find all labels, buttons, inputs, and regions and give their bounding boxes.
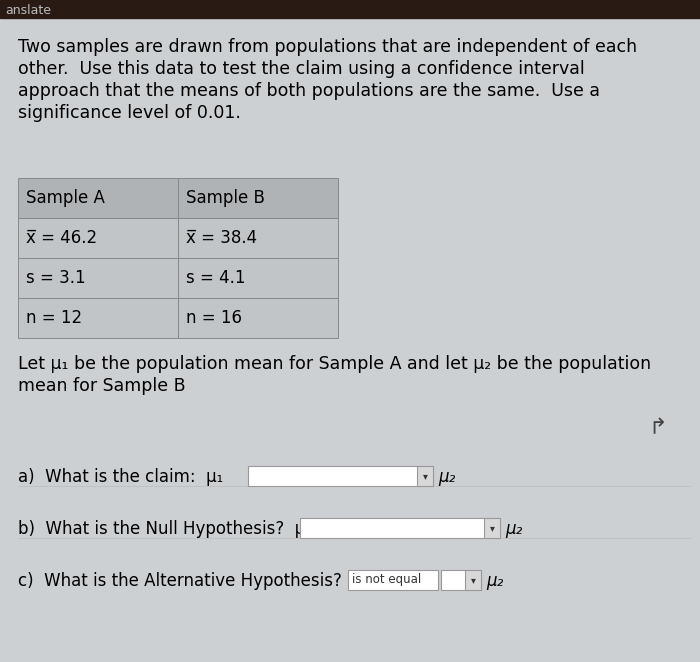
- Text: significance level of 0.01.: significance level of 0.01.: [18, 104, 241, 122]
- Text: ↱: ↱: [648, 418, 666, 438]
- Text: μ₂: μ₂: [505, 520, 522, 538]
- Text: other.  Use this data to test the claim using a confidence interval: other. Use this data to test the claim u…: [18, 60, 584, 78]
- Text: x̅ = 38.4: x̅ = 38.4: [186, 229, 257, 247]
- Text: anslate: anslate: [5, 4, 51, 17]
- Bar: [18, 298, 178, 338]
- Bar: [178, 218, 338, 258]
- Bar: [178, 258, 338, 298]
- Text: μ₂: μ₂: [486, 572, 503, 590]
- Text: s = 4.1: s = 4.1: [186, 269, 246, 287]
- Bar: [348, 570, 438, 590]
- Text: s = 3.1: s = 3.1: [26, 269, 85, 287]
- Text: Sample A: Sample A: [26, 189, 105, 207]
- Text: Two samples are drawn from populations that are independent of each: Two samples are drawn from populations t…: [18, 38, 637, 56]
- Text: is not equal: is not equal: [352, 573, 421, 587]
- Bar: [178, 178, 338, 218]
- Bar: [18, 218, 178, 258]
- Text: n = 12: n = 12: [26, 309, 82, 327]
- Text: c)  What is the Alternative Hypothesis?  μ₁: c) What is the Alternative Hypothesis? μ…: [18, 572, 370, 590]
- Text: b)  What is the Null Hypothesis?  μ₁: b) What is the Null Hypothesis? μ₁: [18, 520, 312, 538]
- Text: Let μ₁ be the population mean for Sample A and let μ₂ be the population: Let μ₁ be the population mean for Sample…: [18, 355, 651, 373]
- Text: x̅ = 46.2: x̅ = 46.2: [26, 229, 97, 247]
- Bar: [0, 0, 700, 18]
- Bar: [178, 298, 338, 338]
- Bar: [300, 518, 500, 538]
- Bar: [465, 570, 481, 590]
- Text: n = 16: n = 16: [186, 309, 242, 327]
- Bar: [18, 178, 178, 218]
- Text: Sample B: Sample B: [186, 189, 265, 207]
- Bar: [18, 258, 178, 298]
- Text: approach that the means of both populations are the same.  Use a: approach that the means of both populati…: [18, 82, 600, 100]
- Text: ▾: ▾: [489, 523, 494, 533]
- Text: μ₂: μ₂: [438, 468, 455, 486]
- Text: mean for Sample B: mean for Sample B: [18, 377, 186, 395]
- Text: ▾: ▾: [423, 471, 428, 481]
- Text: ▾: ▾: [470, 575, 475, 585]
- Bar: [417, 466, 433, 486]
- Bar: [441, 570, 481, 590]
- Text: a)  What is the claim:  μ₁: a) What is the claim: μ₁: [18, 468, 223, 486]
- Bar: [248, 466, 433, 486]
- Bar: [484, 518, 500, 538]
